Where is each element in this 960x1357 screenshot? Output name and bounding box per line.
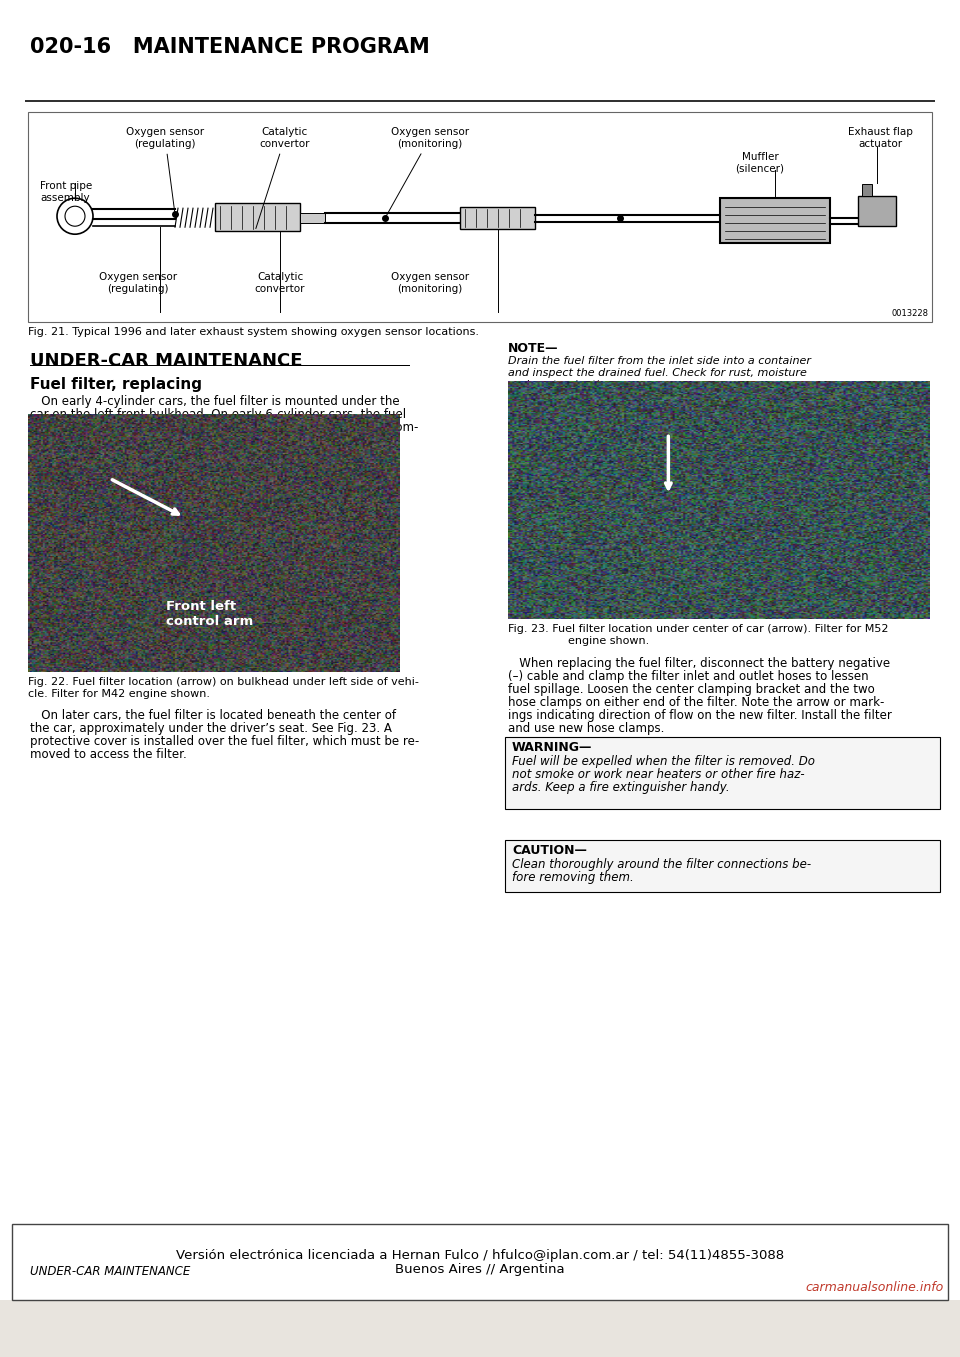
Text: Oxygen sensor
(monitoring): Oxygen sensor (monitoring) — [386, 128, 469, 216]
Text: Front pipe
assembly: Front pipe assembly — [40, 182, 92, 202]
Text: Fig. 21. Typical 1996 and later exhaust system showing oxygen sensor locations.: Fig. 21. Typical 1996 and later exhaust … — [28, 327, 479, 337]
Text: ings indicating direction of flow on the new filter. Install the filter: ings indicating direction of flow on the… — [508, 708, 892, 722]
Bar — [215, 204, 300, 231]
Text: 0013139: 0013139 — [359, 660, 396, 668]
Text: On early 4-cylinder cars, the fuel filter is mounted under the: On early 4-cylinder cars, the fuel filte… — [30, 395, 399, 408]
Text: UNDER-CAR MAINTENANCE: UNDER-CAR MAINTENANCE — [30, 351, 302, 370]
Text: and contamination.: and contamination. — [508, 380, 616, 389]
Bar — [460, 208, 535, 229]
Text: Clean thoroughly around the filter connections be-: Clean thoroughly around the filter conne… — [512, 858, 811, 871]
Text: protective cover is installed over the fuel filter, which must be re-: protective cover is installed over the f… — [30, 735, 420, 748]
Text: Fig. 22. Fuel filter location (arrow) on bulkhead under left side of vehi-: Fig. 22. Fuel filter location (arrow) on… — [28, 677, 419, 687]
Text: Fuel filter, replacing: Fuel filter, replacing — [30, 377, 202, 392]
Text: and inspect the drained fuel. Check for rust, moisture: and inspect the drained fuel. Check for … — [508, 368, 806, 379]
Bar — [300, 213, 325, 223]
Text: Oxygen sensor
(regulating): Oxygen sensor (regulating) — [126, 128, 204, 212]
Text: fuel spillage. Loosen the center clamping bracket and the two: fuel spillage. Loosen the center clampin… — [508, 683, 875, 696]
Text: filter is mounted to the front left motor mount in the engine com-: filter is mounted to the front left moto… — [30, 421, 419, 434]
Bar — [505, 840, 940, 892]
Bar — [25, 100, 935, 102]
Bar — [30, 365, 410, 366]
Text: cle. Filter for M42 engine shown.: cle. Filter for M42 engine shown. — [28, 689, 210, 699]
Text: moved to access the filter.: moved to access the filter. — [30, 748, 187, 761]
Text: Oxygen sensor
(regulating): Oxygen sensor (regulating) — [99, 273, 177, 294]
Text: Buenos Aires // Argentina: Buenos Aires // Argentina — [396, 1263, 564, 1276]
Text: 020-16   MAINTENANCE PROGRAM: 020-16 MAINTENANCE PROGRAM — [30, 37, 430, 57]
Text: UNDER-CAR MAINTENANCE: UNDER-CAR MAINTENANCE — [30, 1265, 190, 1278]
Text: When replacing the fuel filter, disconnect the battery negative: When replacing the fuel filter, disconne… — [508, 657, 890, 670]
Text: (–) cable and clamp the filter inlet and outlet hoses to lessen: (–) cable and clamp the filter inlet and… — [508, 670, 869, 683]
Bar — [858, 197, 896, 227]
Text: Muffler
(silencer): Muffler (silencer) — [735, 152, 784, 174]
Text: not smoke or work near heaters or other fire haz-: not smoke or work near heaters or other … — [512, 768, 804, 782]
Text: On later cars, the fuel filter is located beneath the center of: On later cars, the fuel filter is locate… — [30, 708, 396, 722]
Text: carmanualsonline.info: carmanualsonline.info — [805, 1281, 944, 1295]
Bar — [28, 113, 932, 322]
Text: NOTE—: NOTE— — [508, 342, 559, 356]
Text: hose clamps on either end of the filter. Note the arrow or mark-: hose clamps on either end of the filter.… — [508, 696, 884, 708]
Text: Front left
control arm: Front left control arm — [166, 600, 252, 628]
Text: Oxygen sensor
(monitoring): Oxygen sensor (monitoring) — [391, 273, 469, 294]
Text: Fig. 23. Fuel filter location under center of car (arrow). Filter for M52: Fig. 23. Fuel filter location under cent… — [508, 624, 889, 634]
Bar — [505, 737, 940, 809]
Text: 0012726: 0012726 — [889, 607, 926, 615]
Text: Exhaust flap
actuator: Exhaust flap actuator — [848, 128, 912, 149]
Text: 0013228: 0013228 — [891, 309, 928, 318]
Text: Drain the fuel filter from the inlet side into a container: Drain the fuel filter from the inlet sid… — [508, 356, 811, 366]
Text: the car, approximately under the driver’s seat. See Fig. 23. A: the car, approximately under the driver’… — [30, 722, 392, 735]
Text: ards. Keep a fire extinguisher handy.: ards. Keep a fire extinguisher handy. — [512, 782, 730, 794]
Bar — [720, 198, 830, 243]
Bar — [862, 185, 872, 197]
Text: fore removing them.: fore removing them. — [512, 871, 634, 883]
Bar — [12, 1224, 948, 1300]
Text: car on the left front bulkhead. On early 6-cylinder cars, the fuel: car on the left front bulkhead. On early… — [30, 408, 406, 421]
Text: engine shown.: engine shown. — [568, 636, 649, 646]
Text: Versión electrónica licenciada a Hernan Fulco / hfulco@iplan.com.ar / tel: 54(11: Versión electrónica licenciada a Hernan … — [176, 1248, 784, 1262]
Text: and use new hose clamps.: and use new hose clamps. — [508, 722, 664, 735]
Text: CAUTION—: CAUTION— — [512, 844, 587, 858]
Text: partment. See Fig. 22.: partment. See Fig. 22. — [30, 434, 161, 446]
Text: Fuel will be expelled when the filter is removed. Do: Fuel will be expelled when the filter is… — [512, 754, 815, 768]
Circle shape — [57, 198, 93, 235]
Circle shape — [65, 206, 85, 227]
Text: Catalytic
convertor: Catalytic convertor — [254, 273, 305, 294]
Text: Catalytic
convertor: Catalytic convertor — [256, 128, 310, 228]
Text: WARNING—: WARNING— — [512, 741, 592, 754]
